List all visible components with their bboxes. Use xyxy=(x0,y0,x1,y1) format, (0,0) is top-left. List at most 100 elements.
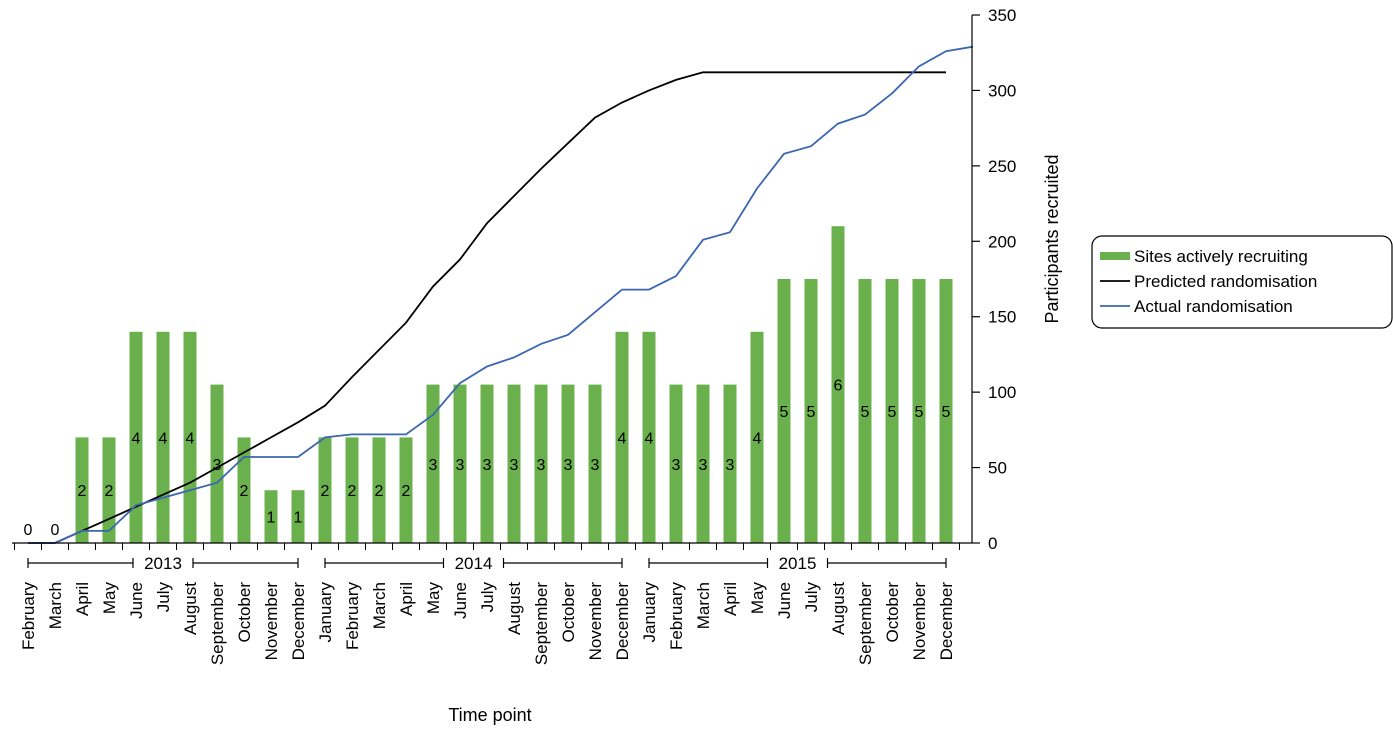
x-category-label: June xyxy=(451,582,470,619)
bar xyxy=(534,384,548,543)
y-tick-label: 300 xyxy=(988,81,1016,100)
bar-value-label: 3 xyxy=(726,457,735,474)
x-category-label: December xyxy=(289,582,308,661)
bar xyxy=(939,279,953,543)
bar-value-label: 5 xyxy=(942,404,951,421)
x-category-label: October xyxy=(883,582,902,643)
bar-value-label: 3 xyxy=(213,457,222,474)
bar-series xyxy=(75,226,953,543)
x-category-label: September xyxy=(856,582,875,665)
bar-value-label: 3 xyxy=(591,457,600,474)
legend-entry: Actual randomisation xyxy=(1134,297,1293,316)
x-axis: February March April May June July August Septe… xyxy=(12,542,972,725)
x-category-label: November xyxy=(262,582,281,661)
year-label: 2014 xyxy=(455,554,493,573)
x-axis-title: Time point xyxy=(448,705,531,725)
y-axis: 0 50 100 150 200 250 300 350 Participants recrui… xyxy=(971,6,1062,553)
x-category-label: November xyxy=(586,582,605,661)
bar-value-label: 2 xyxy=(402,483,411,500)
year-label: 2015 xyxy=(779,554,817,573)
x-category-label: March xyxy=(370,582,389,629)
bar xyxy=(399,437,413,543)
x-category-label: September xyxy=(208,582,227,665)
bar-value-label: 3 xyxy=(699,457,708,474)
legend-entry: Predicted randomisation xyxy=(1134,272,1317,291)
legend-swatch xyxy=(1100,252,1130,260)
bar xyxy=(588,384,602,543)
bar xyxy=(858,279,872,543)
line-series xyxy=(28,45,974,544)
bar xyxy=(750,331,764,543)
y-tick-label: 350 xyxy=(988,6,1016,25)
bar-value-label: 3 xyxy=(483,457,492,474)
bar xyxy=(561,384,575,543)
bar-value-label: 4 xyxy=(186,430,195,447)
bar xyxy=(669,384,683,543)
bar-value-label: 2 xyxy=(348,483,357,500)
bar xyxy=(885,279,899,543)
bar xyxy=(156,331,170,543)
bar-value-label: 3 xyxy=(510,457,519,474)
bar-value-label: 3 xyxy=(537,457,546,474)
y-tick-label: 100 xyxy=(988,383,1016,402)
x-category-label: April xyxy=(73,582,92,616)
year-label: 2013 xyxy=(144,554,182,573)
bar xyxy=(291,490,305,543)
bar-value-label: 4 xyxy=(132,430,141,447)
bar-value-label: 0 xyxy=(51,522,60,539)
bar xyxy=(75,437,89,543)
legend-box xyxy=(1091,235,1393,329)
bar xyxy=(696,384,710,543)
x-category-label: July xyxy=(478,582,497,613)
predicted-randomisation-line xyxy=(28,71,946,544)
y-tick-label: 50 xyxy=(988,459,1007,478)
bar xyxy=(237,437,251,543)
x-category-label: February xyxy=(667,582,686,651)
x-category-label: December xyxy=(613,582,632,661)
bar xyxy=(804,279,818,543)
bar-value-label: 3 xyxy=(564,457,573,474)
legend: Sites actively recruiting Predicted rando… xyxy=(1091,235,1393,329)
bar-value-label: 5 xyxy=(807,404,816,421)
bar-value-label: 1 xyxy=(294,510,303,527)
bar-value-label: 0 xyxy=(24,522,33,539)
x-category-label: May xyxy=(424,582,443,615)
x-category-label: May xyxy=(100,582,119,615)
y-tick-label: 150 xyxy=(988,308,1016,327)
bar-value-label: 2 xyxy=(78,483,87,500)
bar-value-label: 4 xyxy=(645,430,654,447)
bar-value-label: 3 xyxy=(429,457,438,474)
x-category-label: July xyxy=(802,582,821,613)
x-category-label: February xyxy=(19,582,38,651)
y-tick-label: 250 xyxy=(988,157,1016,176)
x-category-label: May xyxy=(748,582,767,615)
x-category-label: August xyxy=(505,582,524,635)
bar xyxy=(642,331,656,543)
bar-value-labels: 0 0 2 2 4 4 4 3 2 1 1 2 2 2 2 3 3 3 3 3 3 3 4 4 3 3 3 4 5 5 6 5 5 5 5 xyxy=(24,378,951,539)
x-category-label: November xyxy=(910,582,929,661)
x-category-label: October xyxy=(235,582,254,643)
x-category-label: February xyxy=(343,582,362,651)
bar-value-label: 1 xyxy=(267,510,276,527)
y-tick-label: 200 xyxy=(988,232,1016,251)
bar xyxy=(426,384,440,543)
bar-value-label: 5 xyxy=(915,404,924,421)
x-category-label: July xyxy=(154,582,173,613)
bar xyxy=(264,490,278,543)
bar-value-label: 4 xyxy=(618,430,627,447)
x-category-label: October xyxy=(559,582,578,643)
bar xyxy=(480,384,494,543)
bar-value-label: 2 xyxy=(240,483,249,500)
y-axis-title: Participants recruited xyxy=(1042,154,1062,323)
bar xyxy=(831,226,845,543)
x-category-label: January xyxy=(316,582,335,643)
x-category-label: August xyxy=(829,582,848,635)
bar xyxy=(507,384,521,543)
bar xyxy=(453,384,467,543)
actual-randomisation-line xyxy=(28,45,974,544)
x-category-label: March xyxy=(694,582,713,629)
x-category-label: June xyxy=(775,582,794,619)
bar-value-label: 5 xyxy=(780,404,789,421)
bar-value-label: 5 xyxy=(888,404,897,421)
